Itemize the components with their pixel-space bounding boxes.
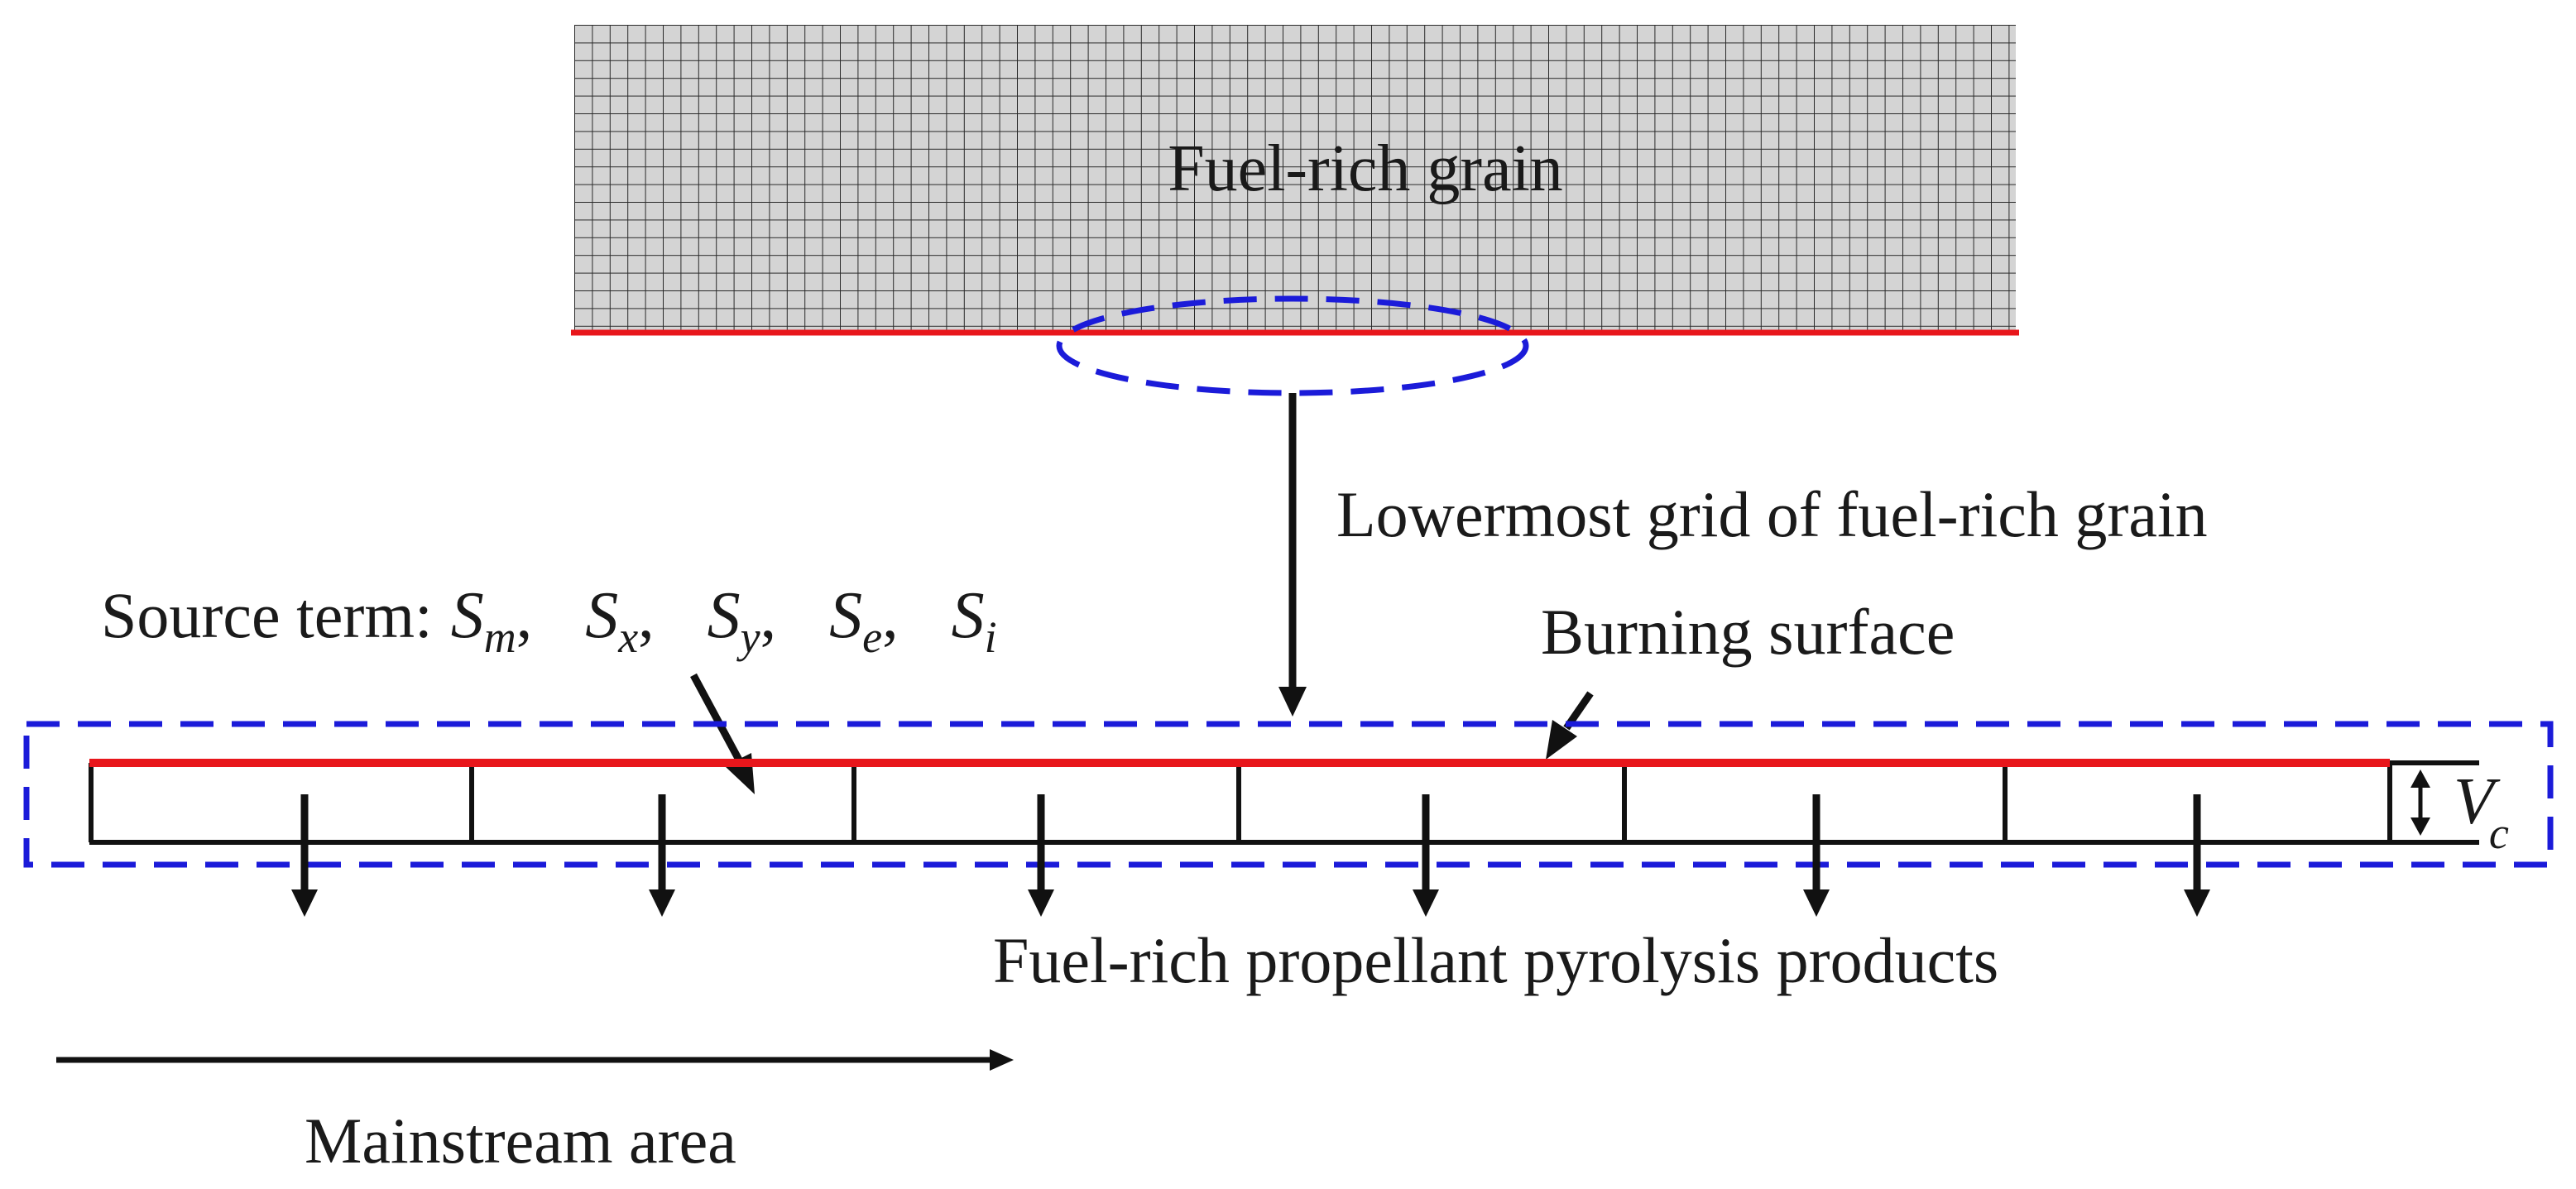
source-term-y-sub: y (736, 612, 760, 662)
source-term-i-base: S (952, 579, 985, 652)
source-term-m-base: S (451, 579, 484, 652)
grain-label: Fuel-rich grain (1168, 132, 1563, 205)
source-term-prefix: Source term: (101, 579, 433, 651)
source-term-arrow (690, 673, 755, 794)
source-term-x-sub: x (617, 612, 638, 662)
zoom-arrow (1278, 393, 1307, 717)
lowermost-grid-label: Lowermost grid of fuel-rich grain (1336, 478, 2208, 550)
pyrolysis-arrows (291, 794, 2210, 917)
pyrolysis-products-label: Fuel-rich propellant pyrolysis products (993, 924, 1998, 996)
source-term-e-sub: e (862, 612, 882, 662)
mainstream-arrow (56, 1049, 1014, 1071)
pyrolysis-arrow (1028, 794, 1054, 917)
pyrolysis-arrow (1413, 794, 1439, 917)
separator-1: , (516, 579, 533, 651)
fuel-rich-grain: Fuel-rich grain (574, 25, 2016, 333)
separator-3: , (760, 579, 777, 651)
pyrolysis-arrow (1803, 794, 1830, 917)
source-term-y-base: S (708, 579, 741, 652)
pyrolysis-arrow (2184, 794, 2210, 917)
source-term-m-sub: m (484, 612, 516, 662)
cell-velocity-sub: c (2489, 808, 2509, 858)
source-term-x-base: S (585, 579, 618, 652)
highlight-ellipse (1056, 295, 1529, 396)
pyrolysis-arrow (291, 794, 318, 917)
mainstream-area-label: Mainstream area (305, 1105, 736, 1177)
burning-surface-label: Burning surface (1541, 596, 1955, 668)
pyrolysis-arrow (649, 794, 675, 917)
separator-4: , (882, 579, 899, 651)
cell-velocity-label: Vc (2454, 765, 2509, 858)
cell-row (89, 760, 2479, 845)
cell-velocity-base: V (2454, 765, 2501, 838)
source-term-i-sub: i (985, 612, 997, 662)
source-term-e-base: S (829, 579, 862, 652)
separator-2: , (638, 579, 655, 651)
computational-cell-region (23, 721, 2554, 868)
cell-thickness-arrow (2411, 769, 2430, 836)
source-term-label: Source term: Sm, Sx, Sy, Se, Si (101, 579, 997, 662)
